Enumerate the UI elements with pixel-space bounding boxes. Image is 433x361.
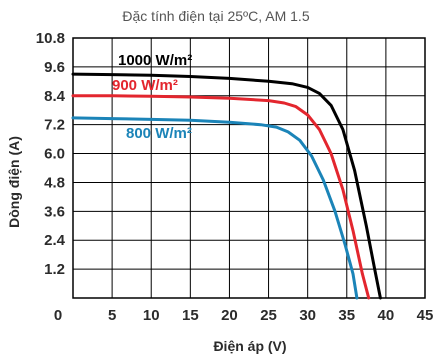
- x-tick-label: 20: [221, 307, 238, 324]
- y-tick-label: 4.8: [44, 174, 65, 191]
- y-tick-label: 8.4: [44, 88, 66, 105]
- y-tick-label: 7.2: [44, 117, 65, 134]
- y-tick-label: 2.4: [44, 232, 66, 249]
- y-tick-label: 9.6: [44, 59, 65, 76]
- x-tick-label: 30: [299, 307, 316, 324]
- series-label: 800 W/m²: [126, 125, 192, 142]
- y-tick-label: 3.6: [44, 203, 65, 220]
- x-tick-label: 15: [182, 307, 199, 324]
- x-tick-label: 35: [338, 307, 355, 324]
- x-tick-label: 40: [378, 307, 395, 324]
- x-tick-label: 10: [143, 307, 160, 324]
- series-line-0: [71, 72, 382, 300]
- series-lines: 1000 W/m² 900 W/m² 800 W/m²: [71, 52, 382, 300]
- chart-title: Đặc tính điện tại 25ºC, AM 1.5: [122, 8, 309, 24]
- x-tick-label: 5: [108, 307, 116, 324]
- y-axis-label: Dòng điện (A): [6, 136, 22, 228]
- x-axis-label: Điện áp (V): [213, 338, 286, 354]
- series-line-1: [71, 94, 371, 300]
- series-label: 1000 W/m²: [118, 52, 192, 69]
- y-tick-label: 10.8: [36, 30, 65, 47]
- y-tick-label: 6.0: [44, 146, 65, 163]
- x-tick-label: 25: [260, 307, 277, 324]
- x-tick-label: 45: [417, 307, 433, 324]
- plot-frame: [72, 37, 426, 299]
- x-tick-label: 0: [54, 307, 62, 324]
- tick-labels: 0 5 10 15 20 25 30 35 40 45 1.2 2.4 3.6 4.8 6.0 7.2 8.4 9…: [36, 30, 433, 324]
- series-label: 900 W/m²: [112, 77, 178, 94]
- y-tick-label: 1.2: [44, 261, 65, 278]
- series-line-2: [71, 116, 359, 300]
